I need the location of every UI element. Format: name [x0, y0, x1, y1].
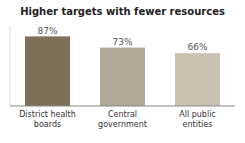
- bar: [25, 36, 70, 106]
- bar: [100, 48, 145, 106]
- x-tick-label: Centralgovernment: [98, 110, 147, 129]
- x-tick-label-line: government: [98, 120, 147, 129]
- x-tick-label: District healthboards: [19, 110, 76, 129]
- x-tick-label-line: boards: [34, 120, 61, 129]
- x-tick-label-line: District health: [19, 110, 76, 119]
- data-label: 73%: [112, 37, 132, 47]
- bars: [25, 36, 220, 106]
- x-tick-label-line: All public: [179, 110, 216, 119]
- data-label: 66%: [187, 42, 207, 52]
- bar: [175, 53, 220, 106]
- y-axis-line: [10, 26, 11, 106]
- x-tick-label-line: entities: [183, 120, 213, 129]
- data-label: 87%: [37, 26, 57, 36]
- title: Higher targets with fewer resources: [20, 6, 225, 17]
- chart: Higher targets with fewer resources 87% Di…: [0, 0, 245, 143]
- x-axis-line: [10, 106, 235, 107]
- x-tick-label: All publicentities: [179, 110, 216, 129]
- x-tick-label-line: Central: [108, 110, 137, 119]
